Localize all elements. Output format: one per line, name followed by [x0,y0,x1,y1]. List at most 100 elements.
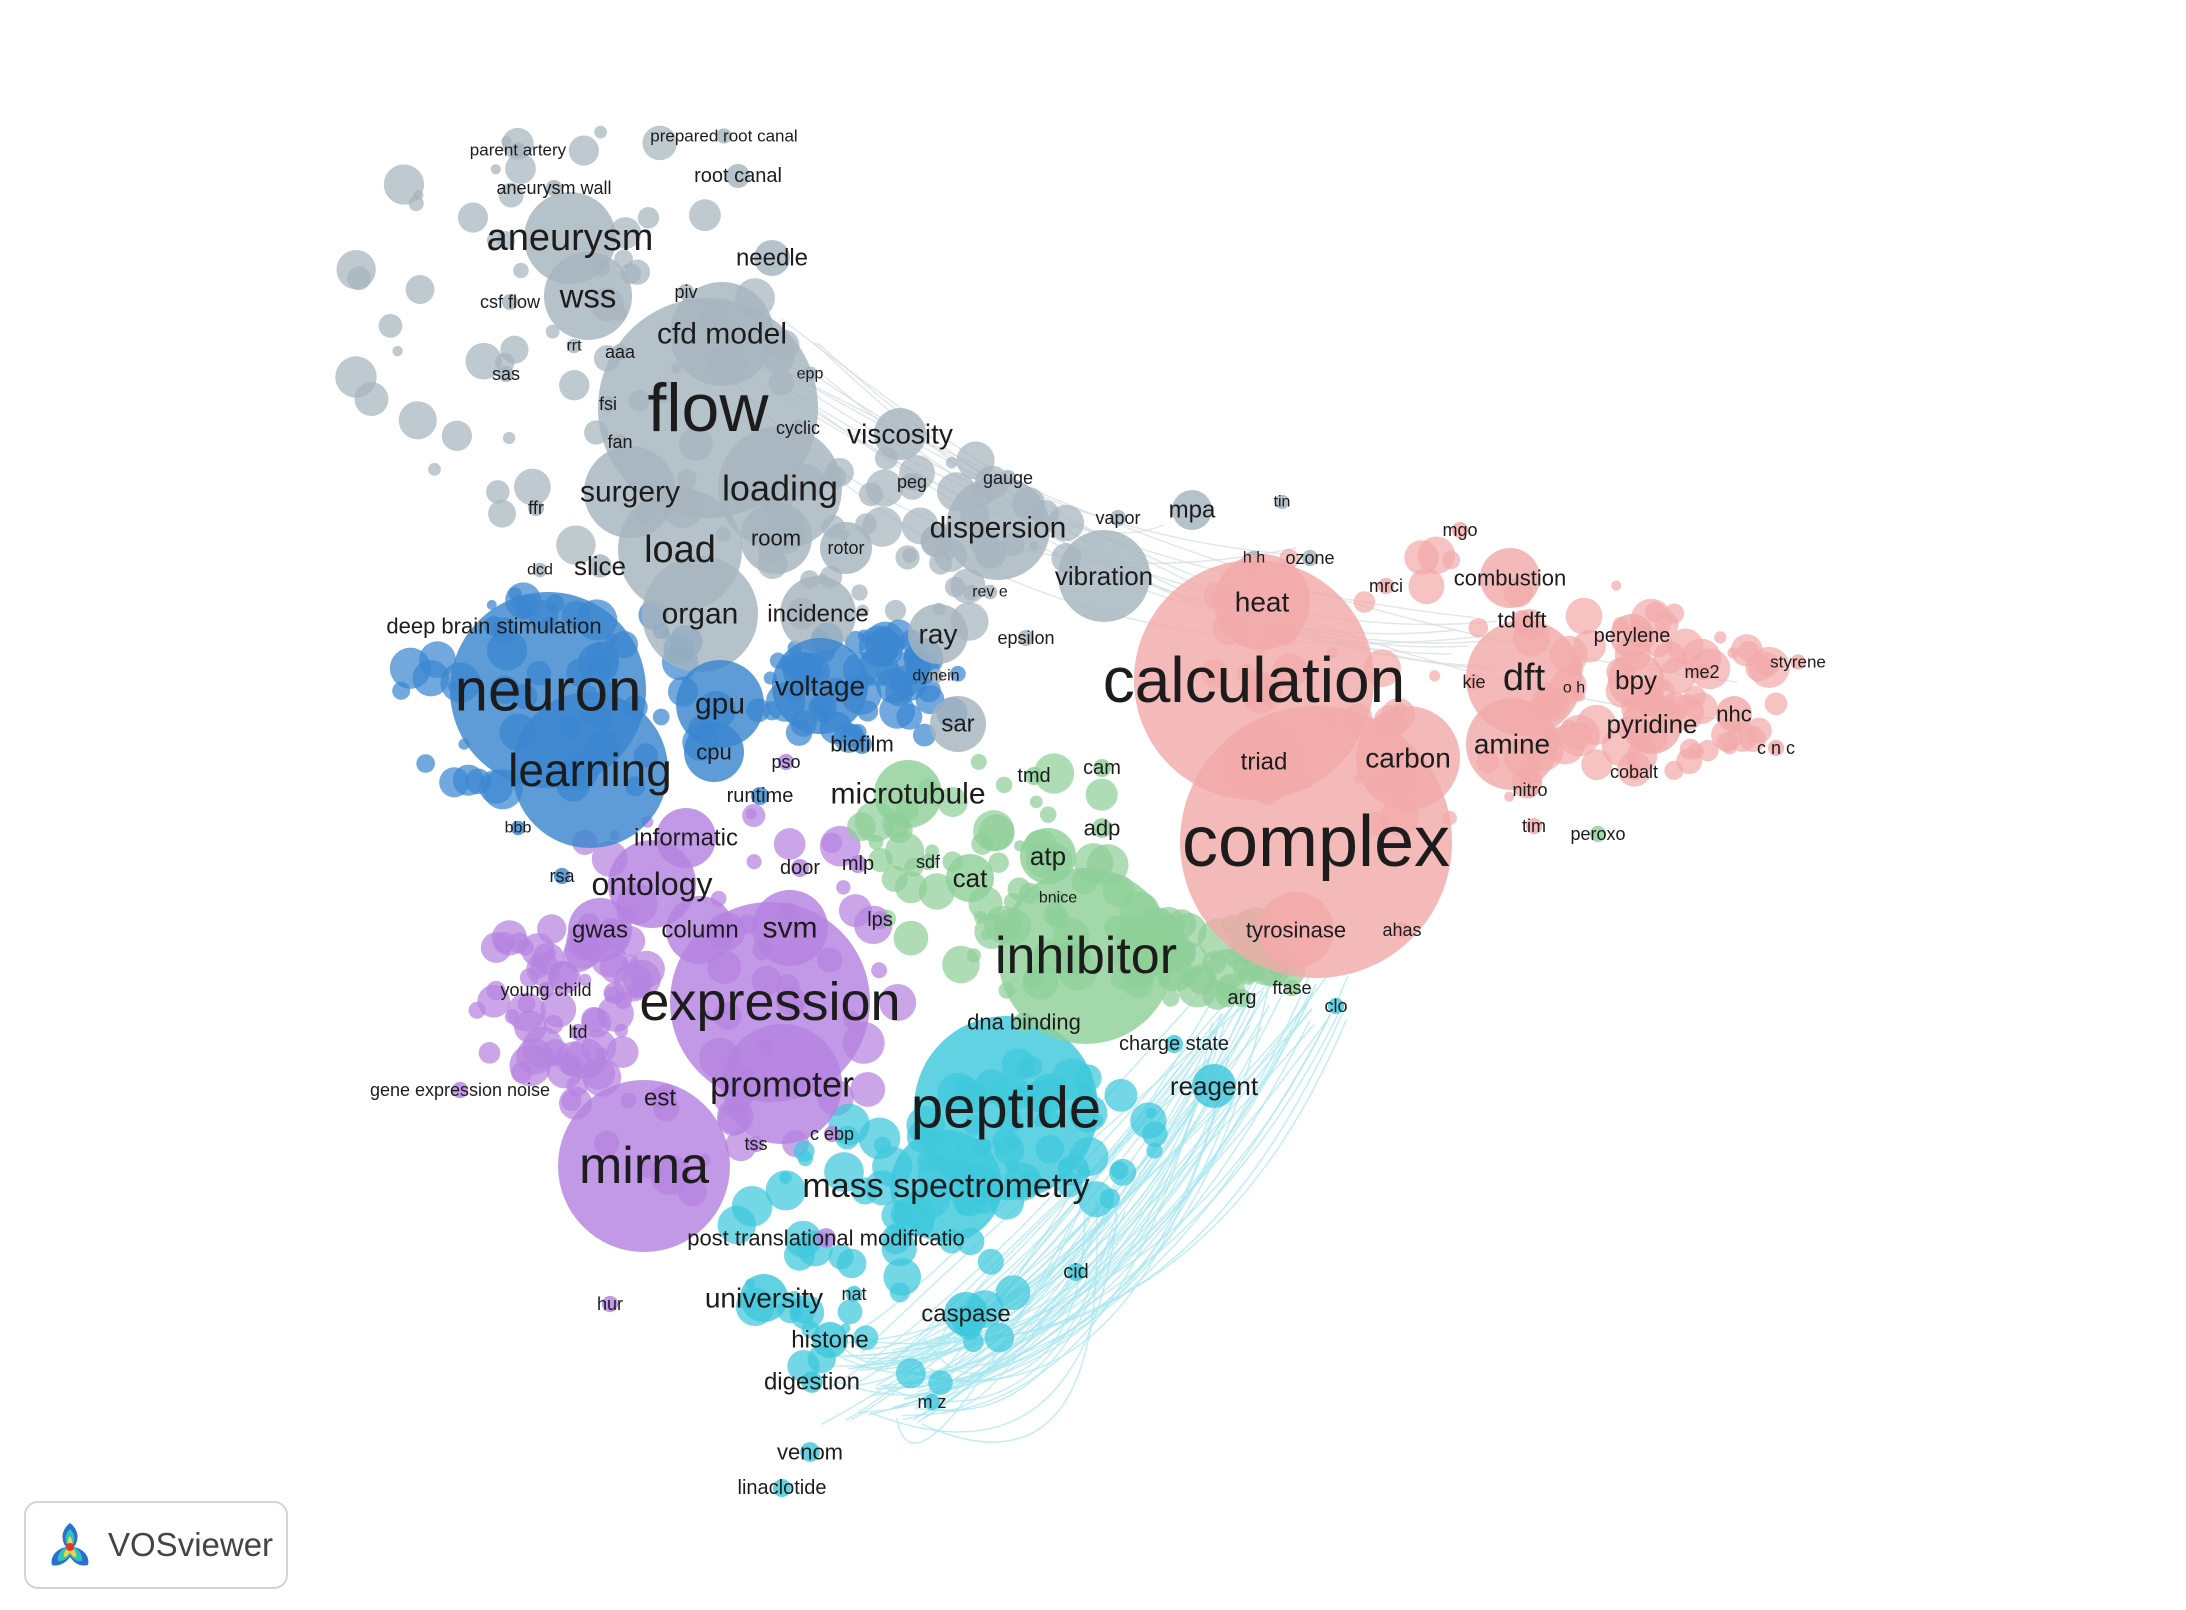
label-m-z[interactable]: m z [918,1392,947,1412]
label-tmd[interactable]: tmd [1017,765,1050,787]
label-nitro[interactable]: nitro [1512,780,1547,800]
label-peroxo[interactable]: peroxo [1570,824,1625,844]
label-door[interactable]: door [780,857,820,879]
label-parent-artery[interactable]: parent artery [470,141,567,160]
label-gauge[interactable]: gauge [983,468,1033,488]
label-ffr[interactable]: ffr [528,498,544,518]
label-clo[interactable]: clo [1324,996,1347,1016]
label-voltage[interactable]: voltage [775,671,865,702]
label-lps[interactable]: lps [867,909,893,931]
label-triad[interactable]: triad [1241,749,1288,776]
label-room[interactable]: room [751,526,801,551]
label-informatic[interactable]: informatic [634,825,738,852]
label-csf-flow[interactable]: csf flow [480,292,541,312]
label-inhibitor[interactable]: inhibitor [995,927,1177,985]
label-est[interactable]: est [644,1085,676,1112]
label-root-canal[interactable]: root canal [694,165,782,187]
label-column[interactable]: column [661,917,738,944]
label-flow[interactable]: flow [648,370,770,446]
label-c-ebp[interactable]: c ebp [810,1124,854,1144]
label-ozone[interactable]: ozone [1285,548,1334,568]
label-ltd[interactable]: ltd [568,1022,587,1042]
label-vibration[interactable]: vibration [1055,561,1153,591]
label-atp[interactable]: atp [1030,841,1066,871]
label-peg[interactable]: peg [897,472,927,492]
label-deep-brain-stimulation[interactable]: deep brain stimulation [386,614,601,639]
label-venom[interactable]: venom [777,1440,843,1465]
label-perylene[interactable]: perylene [1594,625,1671,647]
label-dynein[interactable]: dynein [912,668,959,685]
label-university[interactable]: university [705,1283,823,1314]
label-fsi[interactable]: fsi [599,394,617,414]
label-bbb[interactable]: bbb [505,820,532,837]
label-expression[interactable]: expression [639,972,900,1032]
label-caspase[interactable]: caspase [921,1301,1010,1328]
label-tyrosinase[interactable]: tyrosinase [1246,918,1346,943]
label-c-n-c[interactable]: c n c [1757,738,1795,758]
label-h-h[interactable]: h h [1243,550,1265,567]
label-histone[interactable]: histone [791,1327,868,1354]
label-prepared-root-canal[interactable]: prepared root canal [650,127,797,146]
label-needle[interactable]: needle [736,245,808,272]
label-bpy[interactable]: bpy [1615,665,1657,695]
label-amine[interactable]: amine [1474,729,1550,760]
label-load[interactable]: load [644,529,716,571]
label-piv[interactable]: piv [674,282,697,302]
label-calculation[interactable]: calculation [1103,644,1405,716]
label-td-dft[interactable]: td dft [1498,608,1547,633]
label-rotor[interactable]: rotor [827,538,864,558]
label-tin[interactable]: tin [1274,494,1291,511]
label-post-translational-modificatio[interactable]: post translational modificatio [687,1226,965,1251]
label-nhc[interactable]: nhc [1716,702,1751,727]
label-ahas[interactable]: ahas [1382,920,1421,940]
label-biofilm[interactable]: biofilm [830,732,894,757]
label-combustion[interactable]: combustion [1454,566,1567,591]
label-cid[interactable]: cid [1063,1261,1089,1283]
label-cat[interactable]: cat [953,863,988,893]
label-aneurysm-wall[interactable]: aneurysm wall [496,178,611,198]
label-digestion[interactable]: digestion [764,1369,860,1396]
label-cobalt[interactable]: cobalt [1610,762,1658,782]
label-surgery[interactable]: surgery [580,476,680,509]
label-incidence[interactable]: incidence [767,601,868,628]
label-runtime[interactable]: runtime [727,785,794,807]
label-hur[interactable]: hur [597,1294,623,1314]
label-epp[interactable]: epp [797,366,824,383]
label-young-child[interactable]: young child [500,980,591,1000]
label-wss[interactable]: wss [559,278,617,315]
label-dispersion[interactable]: dispersion [930,512,1067,545]
label-sas[interactable]: sas [492,364,520,384]
label-tim[interactable]: tim [1522,816,1546,836]
label-ray[interactable]: ray [919,619,958,650]
label-dft[interactable]: dft [1503,657,1546,699]
label-pyridine[interactable]: pyridine [1606,709,1697,739]
label-cyclic[interactable]: cyclic [776,418,820,438]
label-cpu[interactable]: cpu [696,740,731,765]
label-rsa[interactable]: rsa [549,866,575,886]
label-sdf[interactable]: sdf [916,852,941,872]
label-gpu[interactable]: gpu [695,688,745,721]
label-peptide[interactable]: peptide [911,1076,1101,1141]
label-tss[interactable]: tss [744,1134,767,1154]
label-rrt[interactable]: rrt [566,338,582,355]
label-aneurysm[interactable]: aneurysm [487,217,654,259]
label-mlp[interactable]: mlp [842,853,874,875]
label-sar[interactable]: sar [941,711,974,738]
label-linaclotide[interactable]: linaclotide [738,1477,827,1499]
label-mpa[interactable]: mpa [1169,497,1216,524]
label-arg[interactable]: arg [1228,987,1257,1009]
label-organ[interactable]: organ [662,598,739,631]
label-dna-binding[interactable]: dna binding [967,1010,1081,1035]
label-learning[interactable]: learning [508,744,672,796]
label-vapor[interactable]: vapor [1095,508,1140,528]
label-heat[interactable]: heat [1235,587,1290,618]
label-nat[interactable]: nat [841,1284,866,1304]
label-reagent[interactable]: reagent [1170,1071,1259,1101]
label-bnice[interactable]: bnice [1039,890,1077,907]
label-charge-state[interactable]: charge state [1119,1033,1229,1055]
label-adp[interactable]: adp [1084,816,1121,841]
label-neuron[interactable]: neuron [455,657,642,724]
label-svm[interactable]: svm [763,912,818,945]
label-gene-expression-noise[interactable]: gene expression noise [370,1080,550,1100]
